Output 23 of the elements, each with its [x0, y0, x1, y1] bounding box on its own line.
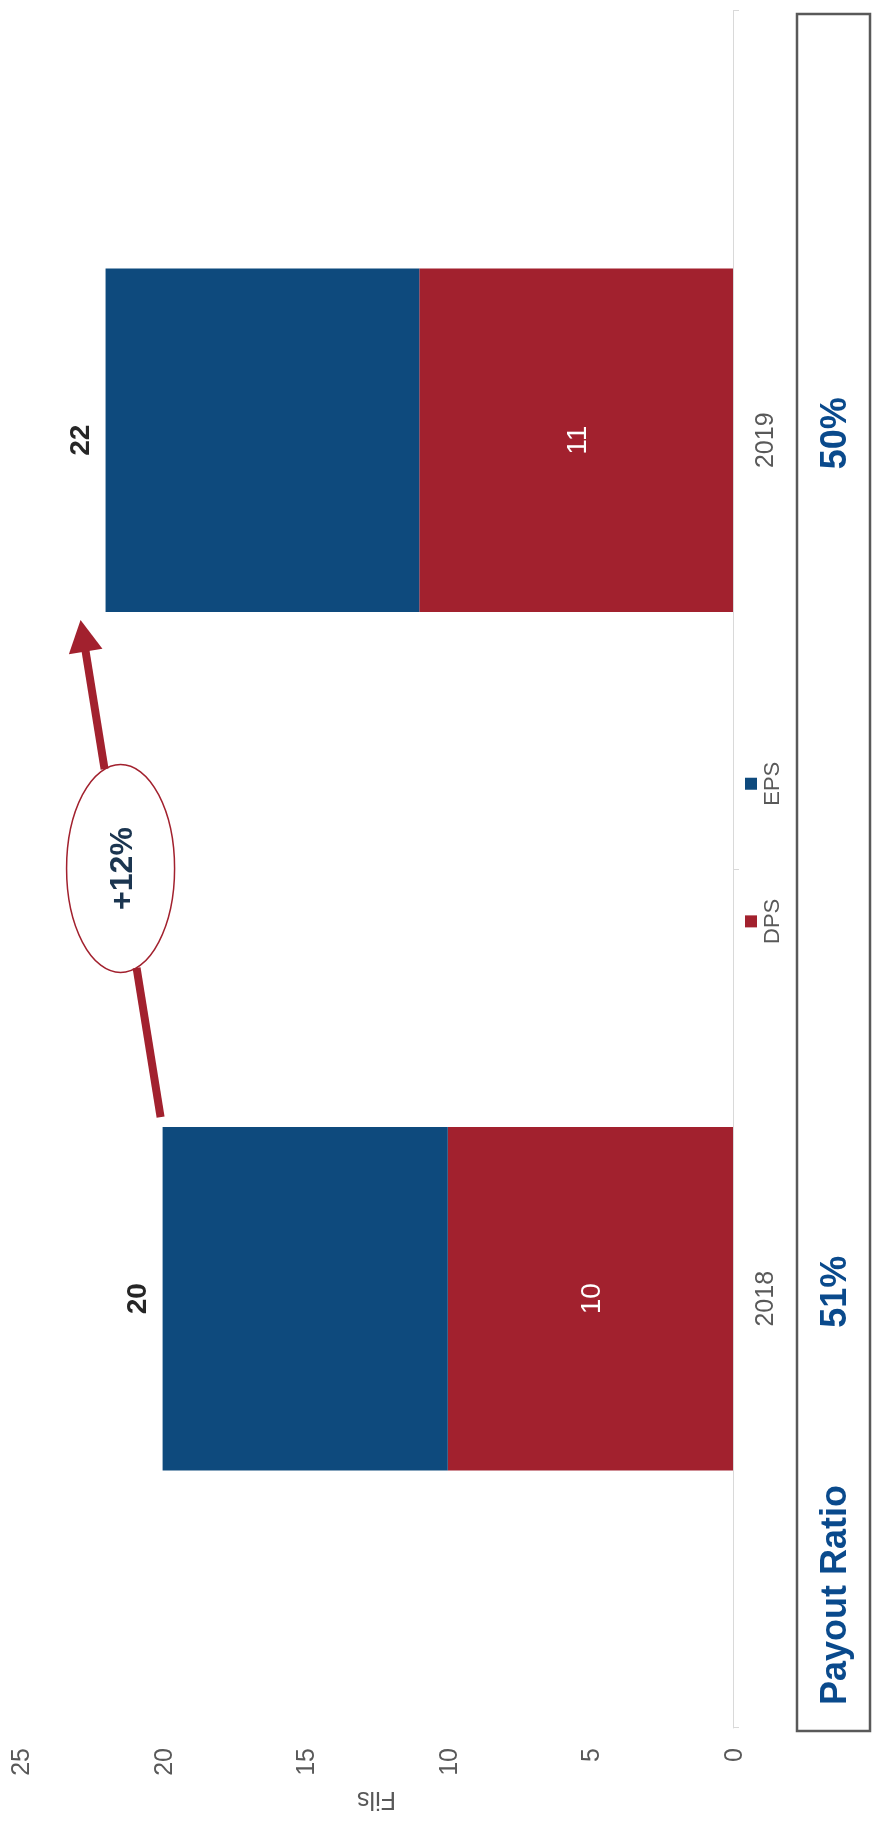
data-label: 11 [560, 425, 592, 455]
bar [447, 1127, 733, 1471]
total-label: 20 [121, 1283, 153, 1315]
x-tick-label: 10 [433, 1748, 462, 1776]
legend-label: DPS [758, 898, 784, 944]
x-tick-label: 25 [6, 1748, 34, 1776]
data-label: 10 [574, 1283, 606, 1315]
x-axis-title: Fils [357, 1786, 396, 1815]
bar [419, 268, 733, 612]
x-tick-label: 20 [148, 1748, 177, 1776]
annotation: +12% [102, 827, 139, 910]
y-tick-label: 2018 [749, 1270, 778, 1327]
text: 50% [812, 397, 854, 470]
x-tick-label: 5 [576, 1748, 605, 1762]
text: 51% [812, 1255, 854, 1328]
bar [162, 1127, 448, 1471]
legend-label: EPS [758, 761, 784, 806]
text: Payout Ratio [812, 1484, 854, 1705]
x-tick-label: 0 [719, 1748, 747, 1762]
x-tick-label: 15 [291, 1748, 320, 1776]
total-label: 22 [64, 424, 96, 456]
bar [105, 268, 420, 612]
y-tick-label: 2019 [749, 412, 778, 469]
